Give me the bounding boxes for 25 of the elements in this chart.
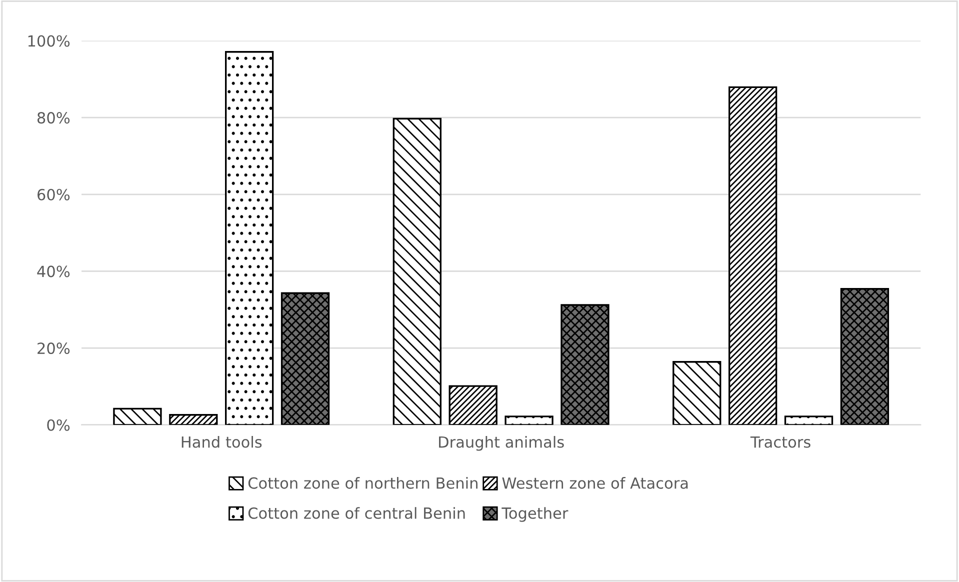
bar <box>392 118 442 425</box>
legend-label: Cotton zone of central Benin <box>248 507 465 519</box>
bar <box>784 416 834 425</box>
bar <box>280 292 330 425</box>
bar <box>840 288 890 425</box>
y-tick-label: 20% <box>38 342 70 354</box>
x-tick-label: Hand tools <box>182 436 262 448</box>
y-tick-label: 60% <box>38 188 70 200</box>
y-tick-label: 0% <box>47 419 70 431</box>
legend-label: Western zone of Atacora <box>502 477 688 489</box>
y-tick-label: 40% <box>37 266 70 278</box>
bar <box>448 385 498 425</box>
legend-label: Together <box>502 507 568 522</box>
bar <box>225 51 274 425</box>
bar <box>728 86 778 425</box>
bar <box>113 408 162 425</box>
bar <box>560 304 610 425</box>
x-tick-label: Tractors <box>750 436 810 448</box>
y-tick-label: 100% <box>28 35 70 47</box>
x-tick-label: Draught animals <box>439 436 564 451</box>
bar <box>672 361 722 425</box>
bar <box>169 414 218 425</box>
y-tick-label: 80% <box>37 112 70 124</box>
bar <box>504 416 554 425</box>
legend-label: Cotton zone of northern Benin <box>248 477 478 489</box>
